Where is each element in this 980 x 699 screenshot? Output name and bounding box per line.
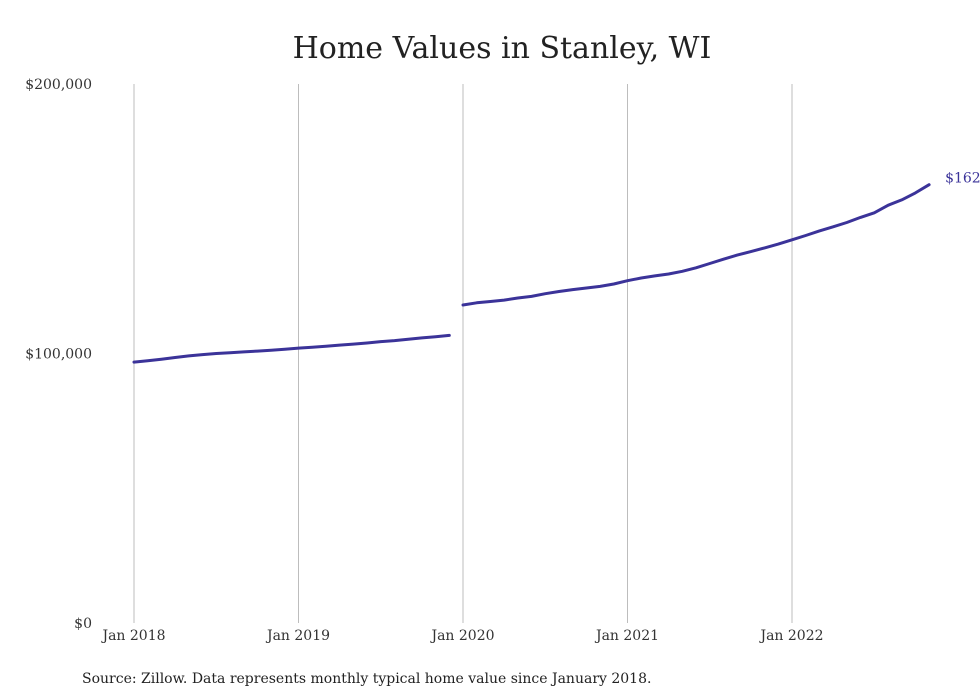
series-line-segment xyxy=(461,183,931,307)
y-tick-label: $100,000 xyxy=(25,347,92,363)
x-axis-ticks: Jan 2018 Jan 2019 Jan 2020 Jan 2021 Jan 2022 xyxy=(100,628,823,644)
x-tick-label: Jan 2018 xyxy=(100,628,165,644)
x-tick-label: Jan 2021 xyxy=(594,628,659,644)
series-lines xyxy=(132,183,931,364)
grid-layer xyxy=(133,84,793,623)
source-note: Source: Zillow. Data represents monthly … xyxy=(82,671,651,687)
chart-title: Home Values in Stanley, WI xyxy=(293,31,712,66)
y-tick-label: $200,000 xyxy=(25,77,92,93)
y-tick-label: $0 xyxy=(74,616,92,632)
x-tick-label: Jan 2022 xyxy=(758,628,823,644)
end-value-label: $162,640 xyxy=(945,171,980,187)
x-tick-label: Jan 2020 xyxy=(429,628,494,644)
series-line-segment xyxy=(132,333,451,364)
x-tick-label: Jan 2019 xyxy=(265,628,330,644)
y-axis-ticks: $0 $100,000 $200,000 xyxy=(25,77,92,632)
